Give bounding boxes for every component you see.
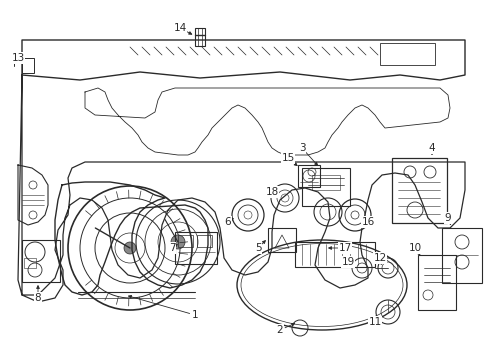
- Bar: [417, 255, 455, 310]
- Bar: [24, 258, 36, 268]
- Bar: [195, 28, 204, 46]
- Bar: [175, 232, 217, 264]
- Text: 2: 2: [276, 325, 283, 335]
- Bar: [22, 58, 34, 73]
- Bar: [22, 240, 60, 282]
- Text: 1: 1: [191, 310, 198, 320]
- Text: 4: 4: [428, 143, 434, 153]
- Bar: [302, 168, 349, 206]
- Bar: [197, 235, 212, 247]
- Text: 10: 10: [407, 243, 421, 253]
- Text: 6: 6: [224, 217, 231, 227]
- Text: 17: 17: [338, 243, 351, 253]
- Text: 19: 19: [341, 257, 354, 267]
- Text: 3: 3: [298, 143, 305, 153]
- Bar: [178, 235, 193, 247]
- Text: 12: 12: [373, 253, 386, 263]
- Text: 11: 11: [367, 317, 381, 327]
- Bar: [379, 43, 434, 65]
- Text: 18: 18: [265, 187, 278, 197]
- Circle shape: [171, 235, 184, 249]
- Bar: [391, 158, 446, 223]
- Text: 5: 5: [254, 243, 261, 253]
- Text: 14: 14: [173, 23, 186, 33]
- Bar: [267, 228, 295, 252]
- Bar: [441, 228, 481, 283]
- Text: 13: 13: [11, 53, 24, 63]
- Text: 7: 7: [168, 243, 175, 253]
- Bar: [297, 165, 319, 187]
- Text: 15: 15: [281, 153, 294, 163]
- Text: 9: 9: [444, 213, 450, 223]
- Bar: [311, 175, 339, 190]
- Circle shape: [124, 242, 136, 254]
- Text: 16: 16: [361, 217, 374, 227]
- Bar: [294, 242, 374, 267]
- Text: 8: 8: [35, 293, 41, 303]
